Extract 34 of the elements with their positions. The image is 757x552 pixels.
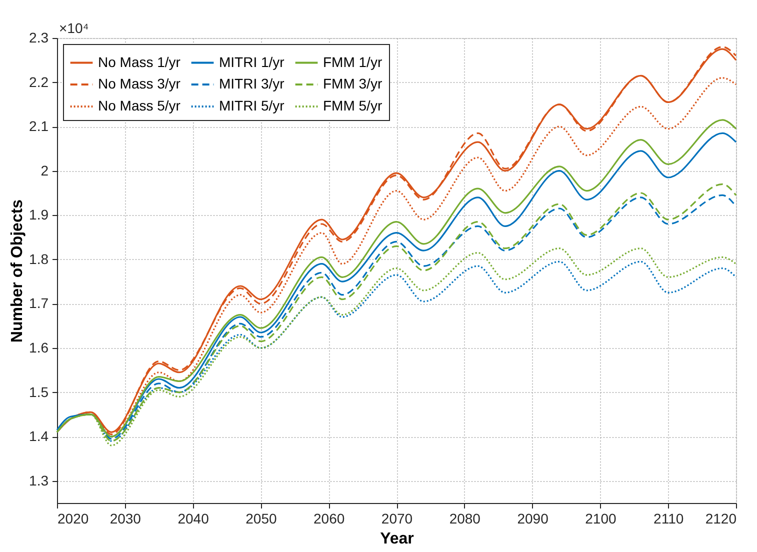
y-tick-label: 2.1 — [29, 118, 49, 134]
y-tick-label: 2 — [40, 162, 49, 178]
legend-label: MITRI 1/yr — [219, 54, 285, 70]
legend-label: FMM 5/yr — [323, 98, 382, 114]
y-tick-label: 1.6 — [29, 340, 49, 356]
x-tick-label: 2020 — [58, 510, 89, 526]
legend-label: No Mass 5/yr — [98, 98, 181, 114]
legend-label: FMM 3/yr — [323, 76, 382, 92]
y-axis-title: Number of Objects — [9, 199, 26, 343]
x-tick-label: 2110 — [654, 510, 684, 526]
x-tick-label: 2120 — [705, 510, 737, 526]
legend-label: MITRI 3/yr — [219, 76, 285, 92]
legend-label: No Mass 3/yr — [98, 76, 181, 92]
legend-label: FMM 1/yr — [323, 54, 382, 70]
x-tick-label: 2100 — [585, 510, 616, 526]
x-tick-label: 2090 — [517, 510, 549, 526]
y-tick-label: 1.9 — [29, 206, 49, 223]
x-tick-label: 2060 — [314, 510, 345, 526]
legend-label: MITRI 5/yr — [219, 98, 285, 114]
y-tick-label: 1.7 — [29, 295, 49, 312]
x-axis-title: Year — [380, 530, 414, 548]
y-tick-label: 2.2 — [29, 74, 49, 90]
x-tick-label: 2070 — [381, 510, 413, 526]
x-tick-label: 2080 — [449, 510, 481, 526]
text: ×10⁴ — [59, 20, 89, 36]
y-tick-label: 1.3 — [29, 472, 49, 488]
x-tick-label: 2030 — [110, 510, 142, 526]
x-tick-label: 2050 — [246, 510, 277, 526]
y-tick-label: 1.8 — [29, 250, 49, 267]
y-tick-label: 1.5 — [29, 384, 49, 400]
x-tick-label: 2040 — [178, 510, 210, 526]
legend-label: No Mass 1/yr — [98, 54, 181, 70]
y-tick-label: 2.3 — [29, 30, 49, 46]
y-tick-label: 1.4 — [29, 428, 49, 444]
